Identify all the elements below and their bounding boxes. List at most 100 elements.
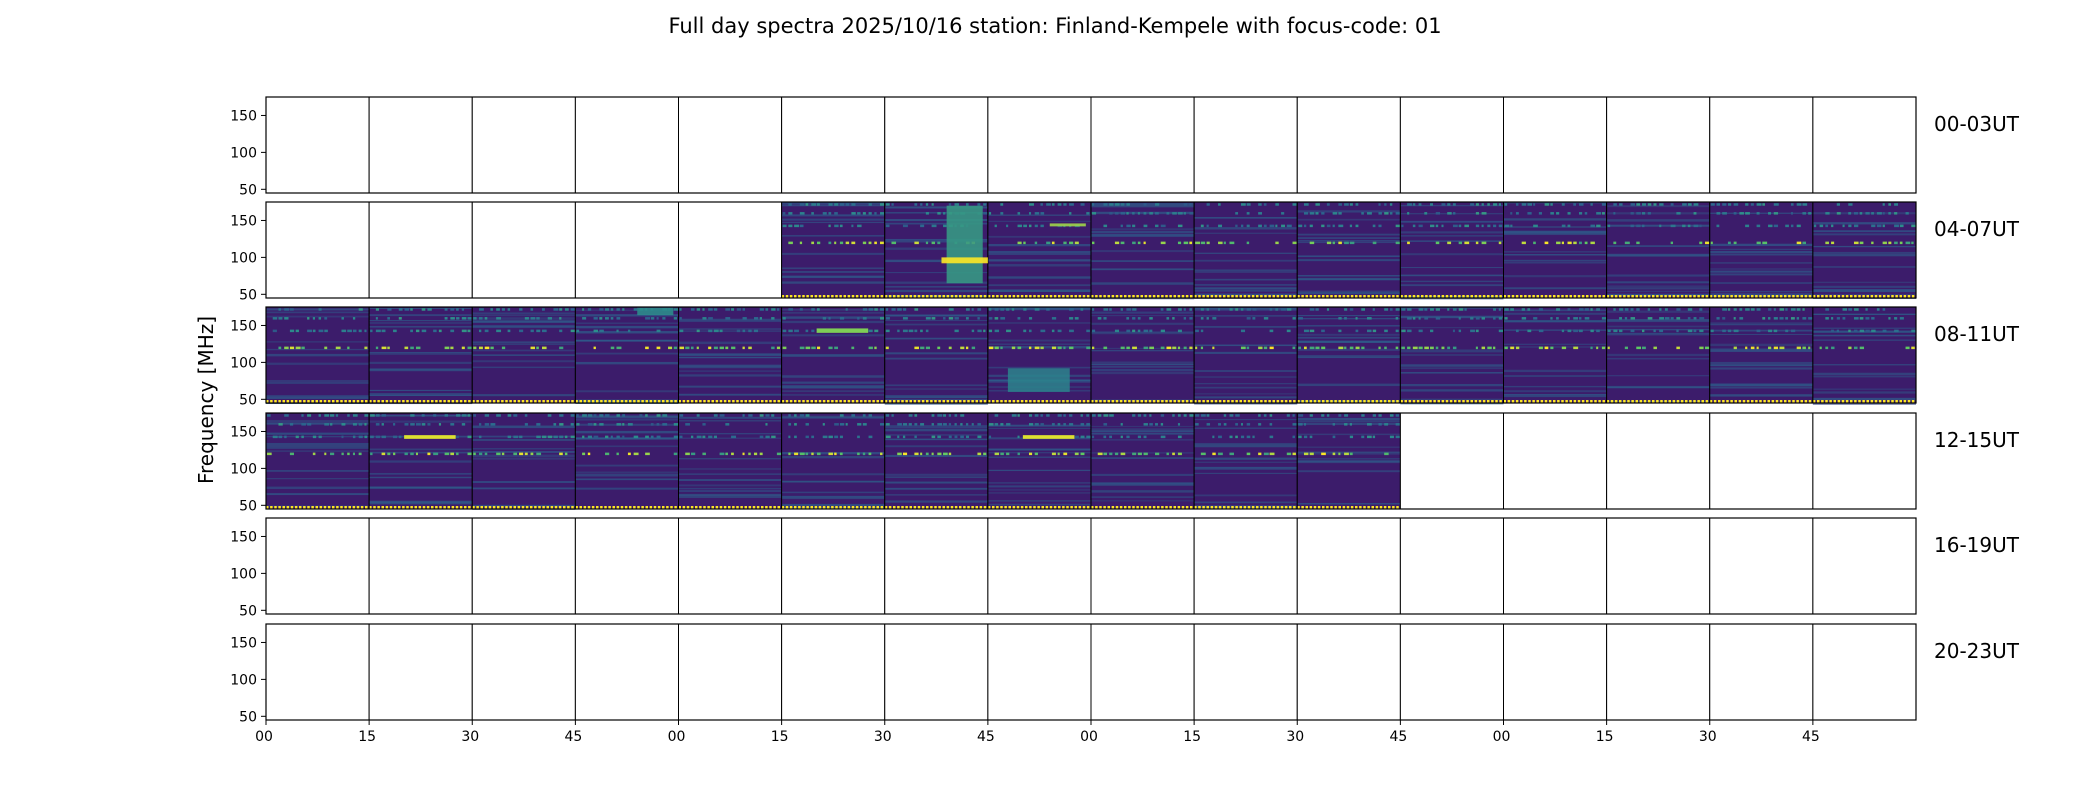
interference-dot xyxy=(599,329,604,333)
interference-dot xyxy=(1515,212,1519,215)
baseline-dot xyxy=(583,400,587,403)
interference-dot xyxy=(536,435,541,439)
interference-dot xyxy=(1160,414,1165,417)
x-tick-label: 30 xyxy=(874,729,892,745)
spectrum-texture xyxy=(1194,259,1298,262)
interference-dot xyxy=(484,346,490,350)
baseline-dot xyxy=(1404,400,1407,403)
interference-dot xyxy=(960,435,964,439)
interference-dot xyxy=(1258,423,1262,426)
interference-dot xyxy=(1344,414,1349,417)
interference-dot xyxy=(851,224,854,228)
interference-dot xyxy=(473,414,477,417)
interference-dot xyxy=(1911,224,1916,228)
interference-dot xyxy=(524,423,528,426)
interference-dot xyxy=(880,212,885,215)
spectrum-texture xyxy=(678,493,782,497)
baseline-dot xyxy=(1256,295,1259,298)
interference-dot xyxy=(1521,317,1527,320)
spectrum-texture xyxy=(884,439,988,441)
empty-cell xyxy=(1606,97,1710,193)
interference-dot xyxy=(679,308,682,311)
spectrum-texture xyxy=(781,281,885,284)
interference-dot xyxy=(1212,346,1215,350)
interference-dot xyxy=(610,435,613,439)
baseline-dot xyxy=(1165,400,1168,403)
interference-dot xyxy=(1097,414,1102,417)
baseline-dot xyxy=(587,506,591,509)
interference-dot xyxy=(1802,241,1807,245)
spectrum-cell xyxy=(1193,517,1298,615)
interference-dot xyxy=(307,423,312,426)
baseline-dot xyxy=(274,506,277,509)
spectrum-texture xyxy=(781,481,885,483)
interference-dot xyxy=(868,414,872,417)
baseline-dot xyxy=(1074,400,1077,403)
baseline-dot xyxy=(798,400,801,403)
interference-dot xyxy=(593,317,598,320)
interference-dot xyxy=(1051,346,1057,350)
interference-dot xyxy=(421,329,427,333)
baseline-dot xyxy=(794,400,797,403)
interference-dot xyxy=(1567,212,1571,215)
interference-dot xyxy=(868,329,873,333)
interference-dot xyxy=(1802,203,1808,206)
baseline-dot xyxy=(1235,506,1238,509)
interference-dot xyxy=(1687,329,1693,333)
interference-dot xyxy=(1401,346,1405,350)
spectrum-texture xyxy=(1194,278,1298,281)
spectrum-cell xyxy=(574,306,679,404)
interference-dot xyxy=(937,212,941,215)
baseline-dot xyxy=(1709,295,1713,298)
baseline-dot xyxy=(868,506,871,509)
interference-dot xyxy=(862,414,866,417)
baseline-dot xyxy=(1515,295,1519,298)
spectrum-texture xyxy=(1503,320,1607,323)
interference-dot xyxy=(1092,212,1097,215)
spectrum-texture xyxy=(1194,501,1298,504)
interference-dot xyxy=(1155,203,1160,206)
interference-dot xyxy=(1762,317,1766,320)
interference-dot xyxy=(799,452,805,456)
spectrum-texture xyxy=(884,219,988,222)
baseline-dot xyxy=(1858,400,1861,403)
baseline-dot xyxy=(959,506,962,509)
baseline-dot xyxy=(1540,400,1544,403)
spectrum-texture xyxy=(472,314,576,317)
spectrum-cell xyxy=(471,517,576,615)
baseline-dot xyxy=(1260,506,1263,509)
baseline-dot xyxy=(270,506,273,509)
spectrum-texture xyxy=(1297,446,1401,448)
baseline-dot xyxy=(323,400,327,403)
interference-dot xyxy=(1172,212,1177,215)
baseline-dot xyxy=(1903,295,1907,298)
interference-dot xyxy=(1894,317,1898,320)
interference-dot xyxy=(742,329,746,333)
interference-dot xyxy=(1619,329,1623,333)
interference-dot xyxy=(1155,224,1159,228)
interference-dot xyxy=(1865,308,1868,311)
baseline-dot xyxy=(822,506,826,509)
baseline-dot xyxy=(1045,400,1049,403)
baseline-dot xyxy=(690,400,694,403)
baseline-dot xyxy=(1016,400,1020,403)
spectrum-texture xyxy=(1194,466,1298,470)
baseline-dot xyxy=(1091,400,1094,403)
interference-dot xyxy=(1172,414,1175,417)
interference-dot xyxy=(1659,308,1662,311)
baseline-dot xyxy=(1058,400,1061,403)
baseline-dot xyxy=(1623,295,1626,298)
interference-dot xyxy=(341,329,347,333)
interference-dot xyxy=(278,317,283,320)
interference-dot xyxy=(1481,224,1484,228)
interference-dot xyxy=(662,317,666,320)
baseline-dot xyxy=(509,506,512,509)
baseline-dot xyxy=(1676,295,1680,298)
interference-dot xyxy=(708,329,713,333)
interference-dot xyxy=(370,435,374,439)
baseline-dot xyxy=(402,400,405,403)
interference-dot xyxy=(1332,212,1338,215)
interference-dot xyxy=(897,435,900,439)
baseline-dot xyxy=(1251,506,1255,509)
